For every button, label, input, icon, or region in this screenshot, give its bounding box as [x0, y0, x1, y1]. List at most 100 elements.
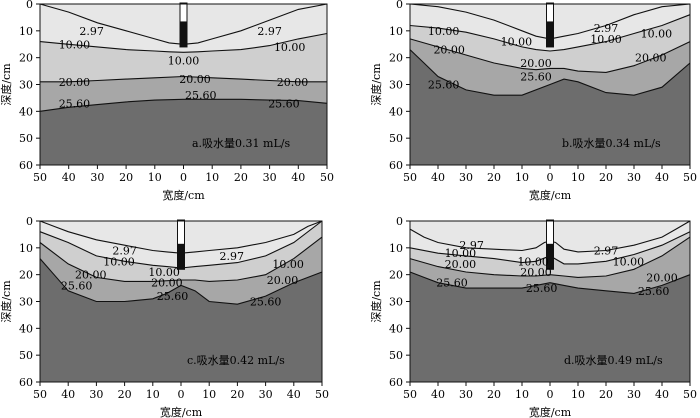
x-tick-label-c-6: 10: [202, 388, 216, 401]
y-tick-label-d-2: 20: [389, 269, 403, 282]
contour-b-25.60: [409, 49, 691, 96]
contour-label-a-7: 20.00: [277, 76, 309, 89]
contour-d-20.00: [409, 236, 691, 278]
y-axis-title-c: 深度/cm: [0, 280, 13, 323]
caption-d: d.吸水量0.49 mL/s: [564, 354, 663, 367]
x-tick-label-b-0: 50: [403, 171, 417, 184]
contour-label-d-4: 10.00: [613, 255, 645, 268]
contour-label-c-5: 20.00: [75, 269, 107, 282]
y-tick-label-a-0: 0: [26, 0, 33, 11]
contour-label-c-8: 25.60: [61, 279, 93, 292]
x-tick-label-a-7: 20: [234, 171, 248, 184]
x-tick-label-d-1: 40: [431, 388, 445, 401]
x-tick-label-d-2: 30: [459, 388, 473, 401]
emitter-c: [177, 243, 185, 270]
y-tick-label-b-2: 20: [389, 52, 403, 65]
contour-label-a-6: 20.00: [179, 73, 211, 86]
contour-label-c-9: 25.60: [157, 290, 189, 303]
x-tick-label-b-10: 50: [683, 171, 697, 184]
contour-label-c-0: 2.97: [112, 245, 137, 258]
contour-label-a-3: 10.00: [168, 54, 200, 67]
y-tick-label-a-6: 60: [19, 159, 33, 172]
contour-label-a-2: 10.00: [59, 38, 91, 51]
emitter-b: [546, 21, 554, 47]
y-tick-label-d-6: 60: [389, 376, 403, 389]
x-tick-label-c-4: 10: [146, 388, 160, 401]
y-tick-label-c-0: 0: [26, 215, 33, 228]
y-tick-label-b-4: 40: [389, 105, 403, 118]
x-tick-label-c-7: 20: [230, 388, 244, 401]
y-tick-label-b-6: 60: [389, 159, 403, 172]
x-tick-label-c-10: 50: [315, 388, 329, 401]
x-tick-label-a-0: 50: [33, 171, 47, 184]
x-tick-label-d-4: 10: [515, 388, 529, 401]
contour-b-20.00: [409, 38, 691, 73]
contour-label-c-2: 10.00: [103, 255, 135, 268]
contour-label-a-0: 2.97: [79, 25, 104, 38]
contour-label-b-6: 20.00: [520, 57, 552, 70]
contour-label-a-8: 25.60: [59, 97, 91, 110]
contour-label-c-6: 20.00: [151, 277, 183, 290]
y-axis-title-a: 深度/cm: [0, 63, 13, 106]
contour-c-20.00: [39, 236, 323, 282]
contour-a-20.00: [40, 75, 327, 83]
contour-label-d-2: 10.00: [445, 247, 477, 260]
x-tick-label-d-7: 20: [599, 388, 613, 401]
emitter-d: [546, 243, 554, 270]
contour-label-d-5: 20.00: [445, 258, 477, 271]
x-tick-label-d-9: 40: [655, 388, 669, 401]
x-tick-label-c-8: 30: [259, 388, 273, 401]
contour-a-10.00: [39, 32, 328, 53]
x-tick-label-a-8: 30: [263, 171, 277, 184]
x-tick-label-b-2: 30: [459, 171, 473, 184]
contour-label-d-1: 2.97: [594, 245, 619, 258]
y-tick-label-d-5: 50: [389, 349, 403, 362]
y-tick-label-c-4: 40: [19, 322, 33, 335]
x-tick-label-c-1: 40: [61, 388, 75, 401]
y-tick-label-b-3: 30: [389, 79, 403, 92]
emitter-a: [180, 21, 187, 47]
x-tick-label-c-3: 20: [118, 388, 132, 401]
x-tick-label-b-4: 10: [515, 171, 529, 184]
contour-label-b-8: 25.60: [428, 79, 460, 92]
y-tick-label-c-3: 30: [19, 296, 33, 309]
contour-label-b-5: 20.00: [433, 44, 465, 57]
x-tick-label-d-0: 50: [403, 388, 417, 401]
band-c-4: [40, 258, 322, 382]
contour-label-b-2: 10.00: [590, 33, 622, 46]
y-tick-label-d-1: 10: [389, 242, 403, 255]
y-tick-label-b-1: 10: [389, 25, 403, 38]
contour-label-c-4: 10.00: [272, 258, 304, 271]
contour-c-25.60: [39, 258, 323, 305]
x-tick-label-b-9: 40: [655, 171, 669, 184]
contour-b-10.00: [409, 14, 691, 52]
y-tick-label-a-2: 20: [19, 52, 33, 65]
y-tick-label-a-1: 10: [19, 25, 33, 38]
x-tick-label-a-3: 20: [119, 171, 133, 184]
x-tick-label-d-3: 20: [487, 388, 501, 401]
contour-label-b-4: 2.97: [594, 22, 619, 35]
x-tick-label-c-9: 40: [287, 388, 301, 401]
x-tick-label-b-6: 10: [571, 171, 585, 184]
contour-label-d-8: 25.60: [436, 277, 468, 290]
y-tick-label-c-1: 10: [19, 242, 33, 255]
band-d-4: [410, 272, 690, 382]
y-tick-label-d-0: 0: [396, 215, 403, 228]
y-tick-label-a-4: 40: [19, 105, 33, 118]
y-tick-label-b-5: 50: [389, 132, 403, 145]
contour-label-a-5: 20.00: [59, 76, 91, 89]
contour-d-25.60: [409, 271, 691, 294]
x-tick-label-c-5: 0: [178, 388, 185, 401]
y-tick-label-a-3: 30: [19, 79, 33, 92]
y-axis-title-d: 深度/cm: [369, 280, 383, 323]
contour-label-d-3: 10.00: [517, 255, 549, 268]
contour-label-c-7: 20.00: [267, 274, 299, 287]
y-axis-title-b: 深度/cm: [369, 63, 383, 106]
x-tick-label-a-6: 10: [205, 171, 219, 184]
x-tick-label-d-5: 0: [547, 388, 554, 401]
